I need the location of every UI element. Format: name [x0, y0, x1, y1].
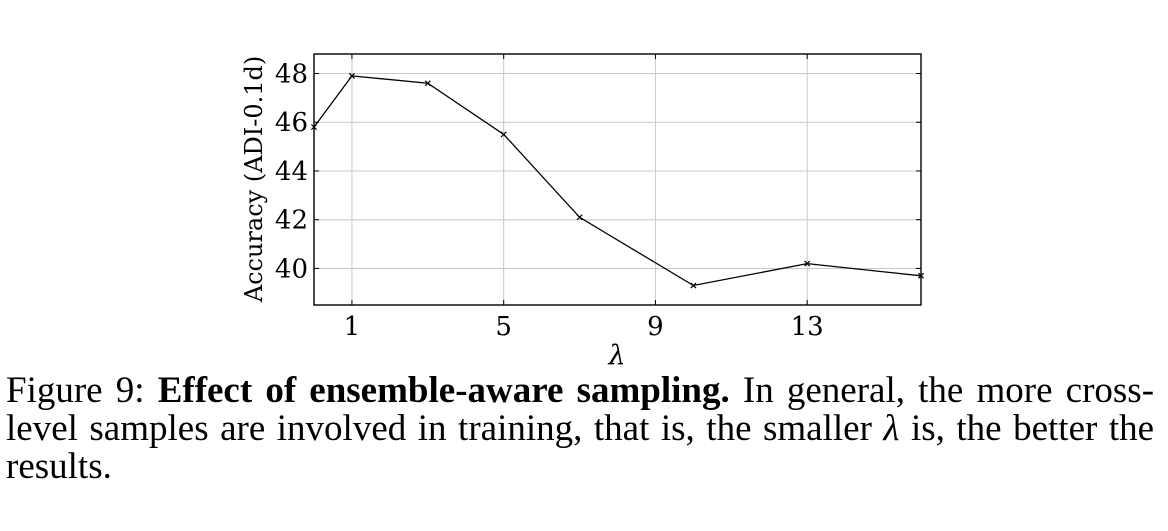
plot-frame	[313, 53, 922, 306]
y-tick-label: 48	[275, 59, 308, 89]
x-tick-label: 13	[791, 312, 824, 342]
series-line	[313, 75, 922, 287]
x-tick-labels: 1 5 9 13	[344, 312, 824, 342]
series-markers	[310, 72, 925, 289]
x-axis-label: λ	[607, 340, 625, 371]
figure-caption: Figure 9: Effect of ensemble-aware sampl…	[6, 372, 1154, 486]
tick-marks	[314, 54, 921, 305]
caption-lambda-symbol: λ	[883, 408, 900, 449]
data-point-marker	[500, 131, 507, 138]
chart-grid	[314, 54, 921, 305]
x-tick-label: 5	[495, 312, 512, 342]
y-axis-label: Accuracy (ADI-0.1d)	[240, 56, 268, 304]
caption-text-2: is, the better the results.	[6, 408, 1155, 487]
data-point-marker	[690, 282, 697, 289]
x-tick-label: 9	[647, 312, 664, 342]
data-point-marker	[310, 124, 318, 131]
y-tick-label: 46	[275, 108, 308, 138]
caption-text-1: In general, the more cross-level samples…	[6, 370, 1155, 449]
data-point-marker	[576, 214, 583, 221]
y-tick-label: 42	[275, 206, 308, 236]
data-point-marker	[424, 80, 431, 87]
y-tick-labels: 40 42 44 46 48	[275, 59, 308, 284]
caption-figure-number: Figure 9:	[6, 370, 145, 411]
data-point-marker	[804, 260, 811, 267]
x-tick-label: 1	[344, 312, 361, 342]
line-chart: 1 5 9 13 40 42 44 46 48 λ Accuracy (ADI-0.1d)	[240, 53, 925, 371]
y-tick-label: 44	[275, 157, 308, 187]
y-tick-label: 40	[275, 254, 308, 284]
caption-title: Effect of ensemble-aware sampling.	[157, 370, 730, 411]
data-point-marker	[917, 272, 925, 279]
data-point-marker	[348, 72, 355, 79]
